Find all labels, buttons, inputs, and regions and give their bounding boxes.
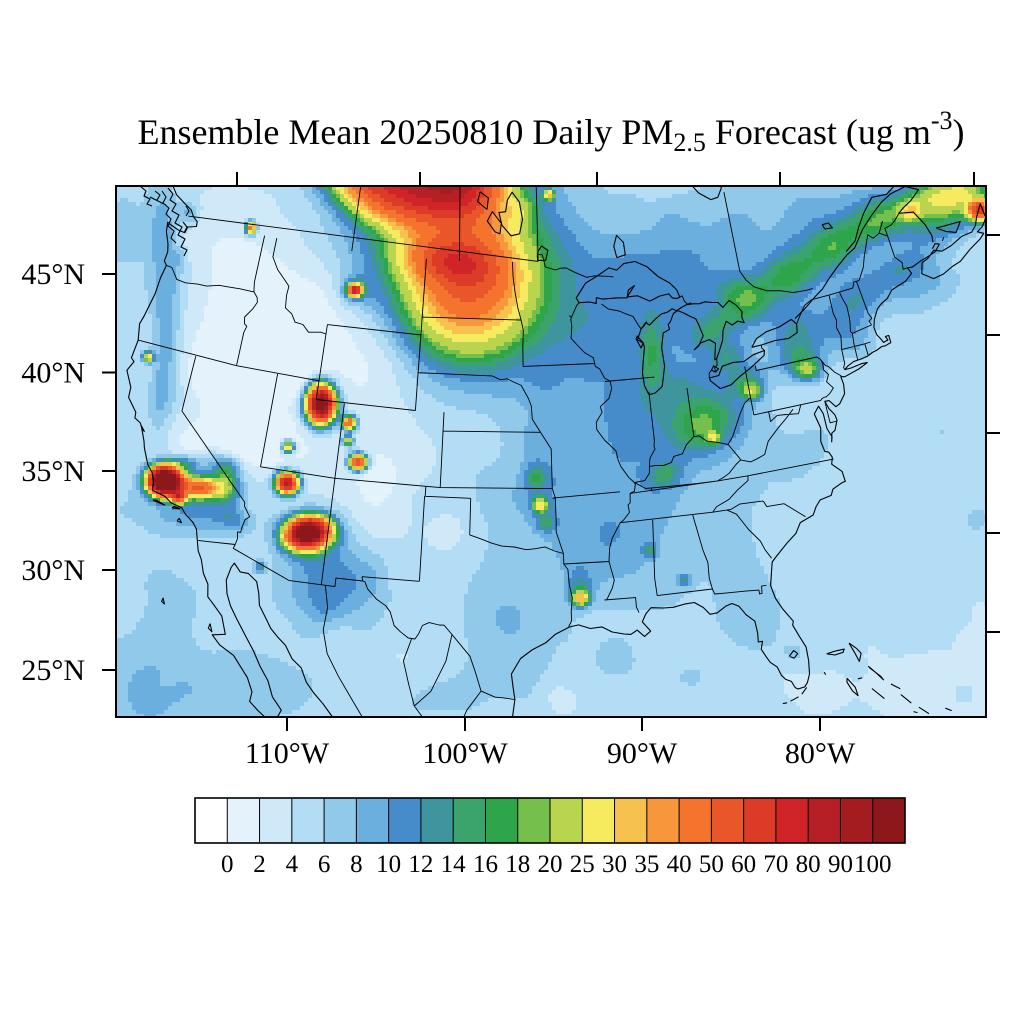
svg-text:20: 20 — [538, 851, 563, 878]
svg-text:35: 35 — [634, 851, 659, 878]
svg-text:2: 2 — [253, 851, 266, 878]
svg-text:70: 70 — [763, 851, 788, 878]
svg-text:45°N: 45°N — [21, 258, 85, 291]
svg-text:35°N: 35°N — [21, 455, 85, 488]
svg-text:80°W: 80°W — [785, 737, 856, 770]
svg-text:60: 60 — [731, 851, 756, 878]
svg-text:30: 30 — [602, 851, 627, 878]
svg-text:110°W: 110°W — [245, 737, 330, 770]
svg-text:25: 25 — [570, 851, 595, 878]
svg-text:8: 8 — [350, 851, 363, 878]
svg-text:80: 80 — [796, 851, 821, 878]
svg-text:50: 50 — [699, 851, 724, 878]
svg-text:10: 10 — [376, 851, 401, 878]
svg-text:Ensemble Mean 20250810 Daily P: Ensemble Mean 20250810 Daily PM2.5 Forec… — [137, 106, 964, 157]
svg-text:25°N: 25°N — [21, 654, 85, 687]
svg-text:30°N: 30°N — [21, 554, 85, 587]
svg-text:100°W: 100°W — [422, 737, 508, 770]
svg-text:40: 40 — [667, 851, 692, 878]
svg-text:90°W: 90°W — [607, 737, 678, 770]
svg-text:90: 90 — [828, 851, 853, 878]
svg-text:14: 14 — [441, 851, 467, 878]
svg-text:18: 18 — [505, 851, 530, 878]
svg-text:16: 16 — [473, 851, 498, 878]
svg-text:100: 100 — [854, 851, 892, 878]
svg-text:6: 6 — [318, 851, 331, 878]
svg-text:4: 4 — [286, 851, 299, 878]
svg-text:12: 12 — [408, 851, 433, 878]
svg-text:0: 0 — [221, 851, 234, 878]
svg-text:40°N: 40°N — [21, 357, 85, 390]
